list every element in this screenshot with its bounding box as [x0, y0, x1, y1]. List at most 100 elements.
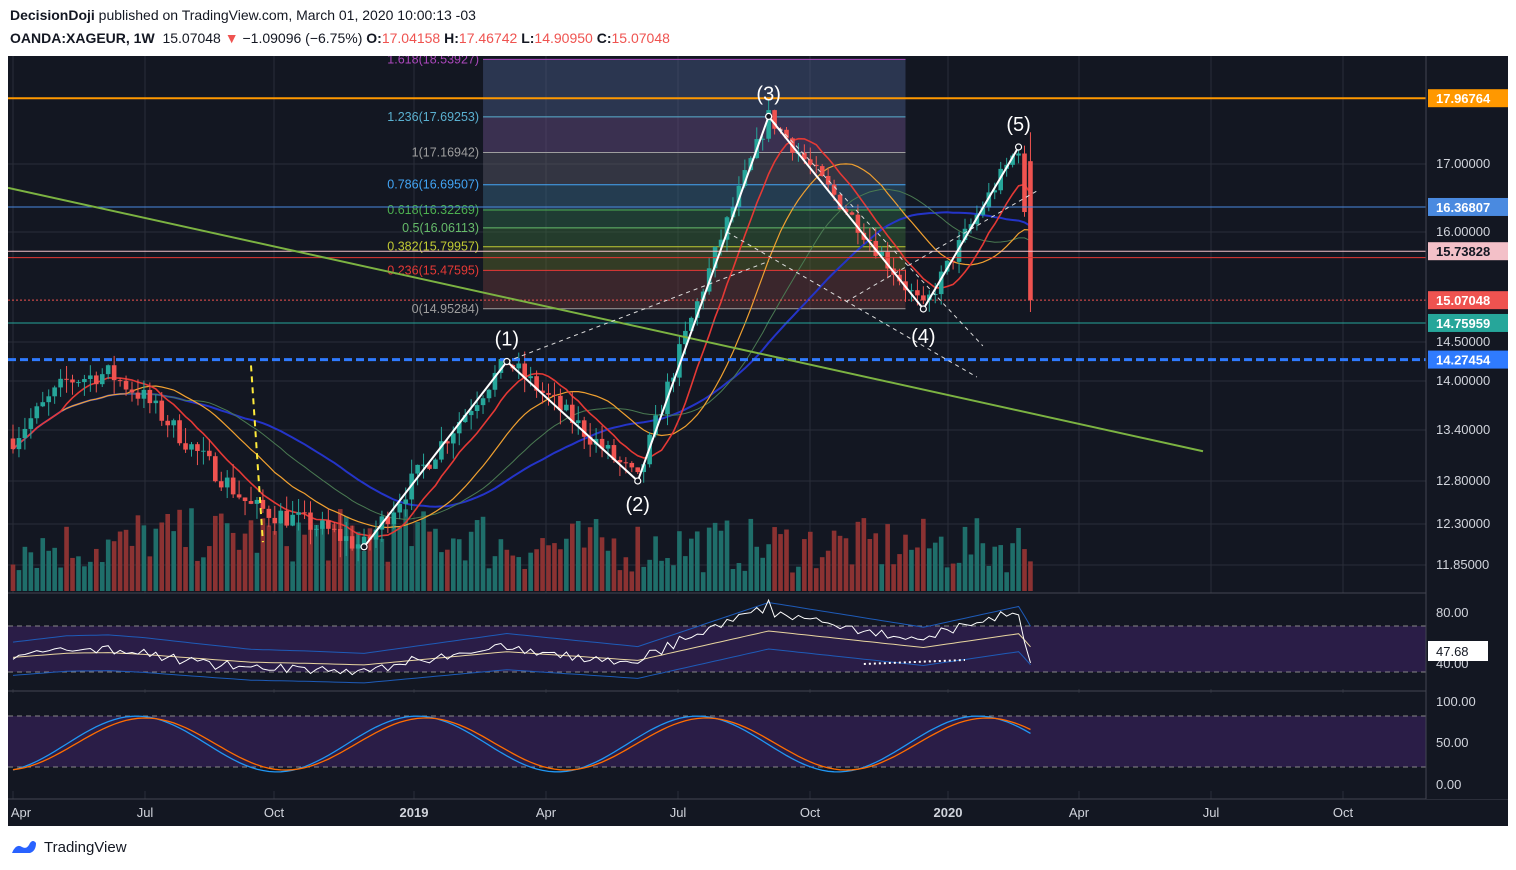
rsi-upper-band-line: [12, 601, 1031, 654]
volume-bar: [885, 524, 890, 591]
brand-label[interactable]: TradingView: [44, 838, 127, 856]
chart-area[interactable]: 1.618(18.53927) 1.236(17.69253) 1(17.16942…: [8, 56, 1508, 826]
low-value: 14.90950: [534, 30, 593, 46]
candle-body: [1028, 161, 1033, 301]
time-tick-label: 2020: [934, 805, 963, 820]
volume-bar: [498, 539, 504, 591]
volume-bar: [998, 545, 1003, 591]
volume-bar: [694, 531, 700, 591]
volume-bar: [397, 527, 403, 591]
candle-body: [254, 499, 260, 504]
volume-bar: [718, 530, 724, 591]
candle-body: [397, 503, 403, 513]
volume-bar: [468, 531, 474, 591]
price-change: −1.09096 (−6.75%): [242, 30, 363, 46]
wave-label: (5): [1006, 114, 1030, 136]
candle-body: [1010, 155, 1015, 165]
candle-body: [260, 499, 266, 509]
price-chart[interactable]: 1.618(18.53927) 1.236(17.69253) 1(17.16942…: [8, 56, 1508, 826]
volume-bar: [296, 522, 301, 591]
volume-bar: [111, 541, 117, 591]
volume-bar: [700, 572, 706, 591]
volume-bar: [1022, 549, 1027, 591]
candle-body: [962, 228, 968, 241]
candle-body: [70, 379, 75, 383]
volume-bar: [772, 527, 777, 591]
fib-label: 0.786(16.69507): [387, 178, 479, 192]
volume-bar: [46, 550, 51, 591]
volume-bar: [730, 569, 736, 591]
time-tick-label: Apr: [536, 805, 557, 820]
fib-zone: [483, 227, 906, 247]
candle-body: [837, 194, 843, 210]
candle-body: [849, 212, 855, 215]
candle-body: [546, 392, 551, 395]
volume-bar: [474, 520, 480, 591]
volume-bar: [320, 525, 325, 591]
symbol-label: OANDA:XAGEUR, 1W: [10, 30, 155, 46]
sma-green-line: [12, 188, 1031, 521]
candle-body: [64, 378, 69, 380]
volume-bar: [825, 550, 831, 591]
volume-bar: [201, 557, 206, 591]
rsi-line: [12, 598, 1031, 676]
candle-body: [105, 365, 111, 375]
ohlc-line: OANDA:XAGEUR, 1W 15.07048 ▼ −1.09096 (−6…: [10, 30, 670, 46]
open-label: O:: [366, 30, 382, 46]
candle-body: [641, 464, 646, 473]
candle-body: [558, 395, 563, 411]
candle-body: [730, 207, 736, 218]
candle-body: [141, 389, 147, 399]
price-tick-label: 12.30000: [1436, 516, 1490, 531]
volume-bar: [813, 568, 819, 591]
candle-body: [385, 516, 391, 525]
price-label-box: [1428, 350, 1508, 369]
candle-body: [34, 406, 40, 419]
candle-body: [617, 459, 623, 463]
rsi-ma-line: [12, 630, 1031, 666]
stoch-tick-label: 50.00: [1436, 735, 1469, 750]
author-name[interactable]: DecisionDoji: [10, 7, 95, 23]
volume-bar: [522, 568, 527, 591]
volume-bar: [706, 527, 712, 591]
volume-bar: [58, 567, 63, 591]
fib-label: 0(14.95284): [412, 302, 479, 316]
fib-label: 1(17.16942): [412, 145, 479, 159]
volume-bar: [593, 519, 599, 591]
candle-body: [587, 436, 593, 445]
yellow-dashed-line: [250, 365, 264, 543]
candle-body: [236, 494, 242, 498]
candle-body: [468, 411, 474, 416]
candle-body: [456, 422, 462, 434]
down-arrow-icon: ▼: [224, 30, 239, 46]
volume-bar: [403, 509, 408, 591]
volume-bar: [379, 538, 385, 591]
wave-node: [1014, 143, 1023, 151]
wave-node: [765, 112, 773, 121]
candle-body: [552, 394, 557, 396]
candle-body: [308, 512, 313, 530]
time-tick-label: Jul: [670, 805, 687, 820]
candle-body: [415, 464, 420, 474]
trendline-green: [8, 186, 1204, 453]
wave-node: [360, 543, 368, 551]
volume-bar: [159, 522, 165, 591]
candle-body: [171, 420, 176, 426]
candle-body: [575, 420, 581, 424]
candle-body: [570, 404, 575, 424]
volume-bar: [64, 526, 69, 591]
volume-bar: [213, 515, 218, 591]
candle-body: [177, 420, 182, 444]
candle-body: [111, 365, 117, 381]
volume-bar: [742, 570, 748, 591]
price-axis-panel: [1426, 56, 1508, 799]
candle-body: [909, 290, 914, 292]
volume-bar: [492, 556, 498, 591]
volume-bar: [808, 531, 813, 591]
volume-bar: [528, 552, 533, 591]
volume-bar: [34, 567, 40, 591]
wave-node: [503, 357, 511, 366]
volume-bar: [207, 546, 212, 591]
volume-bar: [736, 563, 742, 591]
candle-body: [528, 376, 533, 379]
